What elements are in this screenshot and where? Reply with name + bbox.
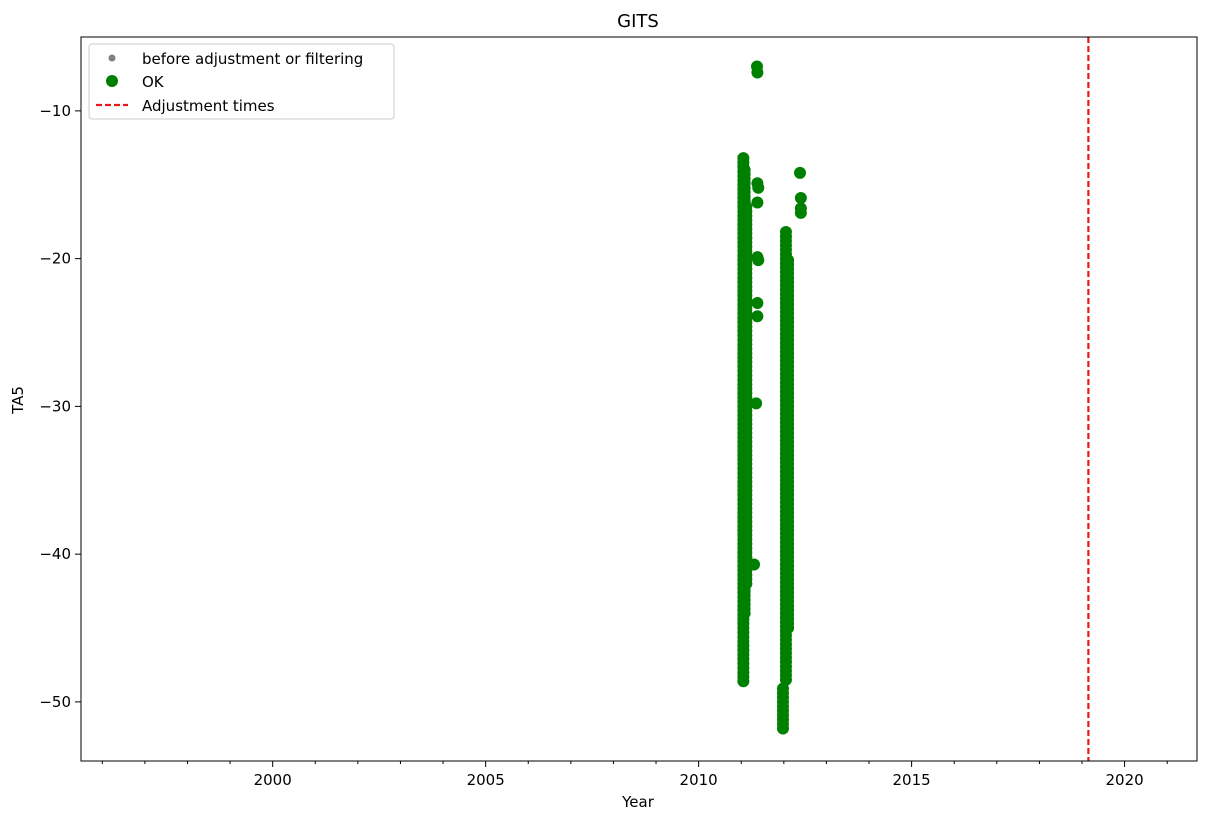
y-tick-label: −40	[39, 545, 71, 563]
data-point	[748, 558, 761, 571]
data-point	[782, 254, 795, 267]
data-point	[737, 152, 750, 165]
x-tick-label: 2015	[893, 771, 931, 789]
y-tick-label: −30	[39, 397, 71, 415]
x-tick-label: 2020	[1105, 771, 1143, 789]
x-tick-label: 2010	[680, 771, 718, 789]
data-point	[738, 163, 751, 176]
data-point	[752, 254, 765, 267]
axis-ticks: 2000 2005 2010 2015 2020 −10 −20 −30 −40 −50	[39, 102, 1168, 789]
data-point	[740, 200, 753, 213]
data-point	[751, 196, 764, 209]
legend-label-adjustment: Adjustment times	[142, 97, 275, 115]
y-tick-label: −20	[39, 250, 71, 268]
y-tick-label: −10	[39, 102, 71, 120]
legend-label-before: before adjustment or filtering	[142, 50, 363, 68]
legend-marker-before	[108, 54, 116, 62]
data-point	[750, 397, 763, 410]
data-point	[752, 181, 765, 194]
data-point	[751, 310, 764, 323]
data-point	[794, 166, 807, 179]
data-point	[751, 296, 764, 309]
chart-title: GITS	[617, 11, 659, 32]
legend: before adjustment or filtering OK Adjust…	[88, 43, 395, 120]
legend-box	[88, 43, 395, 120]
data-point	[751, 66, 764, 79]
x-axis-label: Year	[621, 793, 655, 811]
data-point	[794, 206, 807, 219]
y-tick-label: −50	[39, 693, 71, 711]
legend-marker-ok	[106, 75, 118, 87]
plot-area	[737, 37, 1090, 761]
y-axis-label: TA5	[9, 386, 27, 415]
x-tick-label: 2005	[467, 771, 505, 789]
axes-frame	[80, 36, 1198, 762]
data-point	[779, 226, 792, 239]
legend-label-ok: OK	[142, 73, 165, 91]
data-point	[794, 192, 807, 205]
x-tick-label: 2000	[254, 771, 292, 789]
